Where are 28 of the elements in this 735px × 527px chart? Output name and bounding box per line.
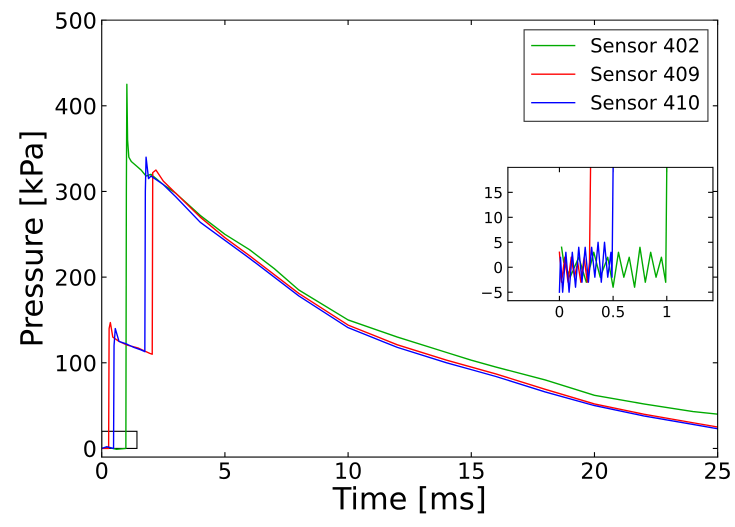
y-tick-label: 0: [494, 262, 502, 274]
y-tick-label: 10: [485, 212, 502, 224]
x-tick-label: 0.5: [602, 306, 624, 318]
x-tick-label: 20: [582, 462, 608, 480]
y-tick-label: 400: [56, 98, 96, 115]
legend-label: Sensor 402: [591, 38, 698, 53]
y-tick-label: 200: [56, 269, 96, 286]
y-tick-label: 0: [84, 440, 96, 458]
y-tick-label: 5: [494, 236, 502, 248]
x-tick-label: 10: [336, 462, 361, 480]
line-series: [558, 167, 592, 283]
legend-label: Sensor 410: [591, 95, 699, 110]
y-tick-label: 15: [485, 187, 502, 198]
line-series: [560, 167, 668, 288]
line-series: [558, 167, 614, 293]
y-tick-label: 300: [56, 183, 96, 200]
x-tick-label: 5: [220, 462, 230, 480]
x-tick-label: 0: [556, 306, 564, 318]
legend-label: Sensor 409: [591, 66, 699, 82]
x-axis-title: Time [ms]: [332, 486, 484, 514]
x-tick-label: 15: [460, 462, 484, 480]
y-tick-label: −5: [482, 286, 502, 298]
x-tick-label: 0: [96, 462, 108, 480]
x-tick-label: 25: [705, 462, 730, 480]
y-axis-title: Pressure [kPa]: [19, 132, 47, 344]
y-tick-label: 500: [56, 12, 96, 29]
x-tick-label: 1: [664, 306, 670, 318]
y-tick-label: 100: [56, 354, 96, 372]
